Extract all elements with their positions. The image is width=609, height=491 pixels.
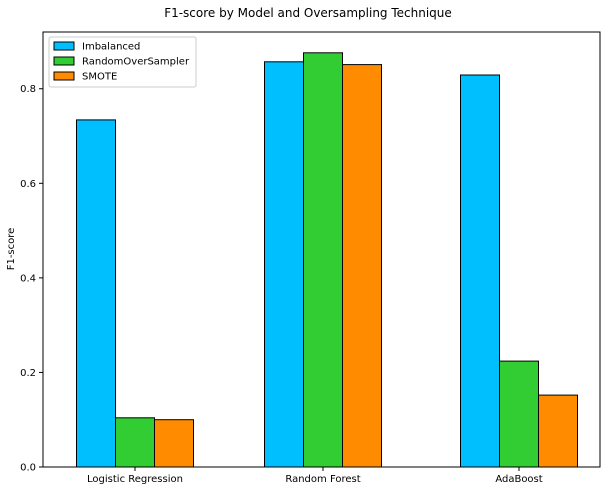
y-axis-label: F1-score <box>6 228 17 271</box>
y-axis-ticks: 0.0 0.2 0.4 0.6 0.8 <box>20 84 43 474</box>
bar-imbalanced-logistic-regression <box>76 119 116 468</box>
legend-frame <box>48 36 197 88</box>
bar-smote-adaboost <box>538 394 578 468</box>
bar-smote-logistic-regression <box>154 419 194 468</box>
bar-randomoversampler-logistic-regression <box>115 417 155 468</box>
x-tick-label: AdaBoost <box>495 474 542 485</box>
bar-imbalanced-adaboost <box>460 74 500 468</box>
plot-frame <box>42 31 601 468</box>
bar-imbalanced-random-forest <box>264 61 304 468</box>
y-tick-label: 0.6 <box>20 179 36 190</box>
y-tick-label: 0.4 <box>20 273 36 284</box>
legend-swatch <box>53 71 75 81</box>
y-tick-label: 0.2 <box>20 368 36 379</box>
legend-label: Imbalanced <box>82 42 140 53</box>
legend-swatch <box>53 41 75 51</box>
legend-label: RandomOverSampler <box>82 57 190 68</box>
x-tick-label: Logistic Regression <box>87 474 183 485</box>
x-tick-label: Random Forest <box>285 474 360 485</box>
legend-label: SMOTE <box>82 72 117 83</box>
bars-group <box>76 52 578 468</box>
x-axis-ticks: Logistic Regression Random Forest AdaBoost <box>87 467 543 485</box>
y-tick-label: 0.8 <box>20 84 36 95</box>
y-tick-label: 0.0 <box>20 463 36 474</box>
legend-swatch <box>53 56 75 66</box>
legend: Imbalanced RandomOverSampler SMOTE <box>48 36 197 88</box>
bar-smote-random-forest <box>342 64 382 468</box>
chart-title: F1-score by Model and Oversampling Techn… <box>164 6 452 20</box>
legend-items: Imbalanced RandomOverSampler SMOTE <box>53 41 190 83</box>
bar-randomoversampler-adaboost <box>499 360 539 468</box>
bar-randomoversampler-random-forest <box>303 52 343 468</box>
